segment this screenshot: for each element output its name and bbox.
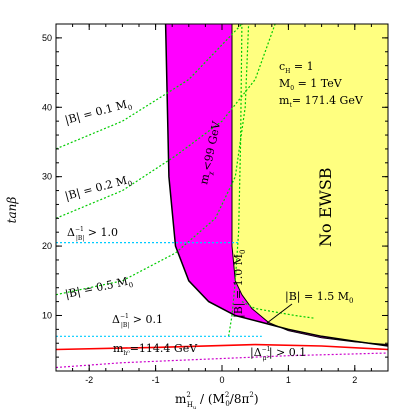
y-axis-label: tanβ: [5, 197, 19, 224]
x-tick-label: -1: [152, 375, 160, 385]
label-no-ewsb: No EWSB: [316, 167, 335, 247]
curve-8: [56, 352, 388, 369]
label-delta-c: |Δ−1 μ²| > 0.1: [250, 346, 306, 362]
curve-2: [56, 24, 250, 296]
label-mh: mh⁰=114.4 GeV: [113, 342, 198, 357]
curve-4: [241, 301, 316, 319]
x-tick-label: 2: [352, 375, 357, 385]
curve-0: [56, 24, 243, 150]
b15-arrow: [266, 303, 293, 324]
no-ewsb-region: [232, 24, 388, 345]
y-tick-label: 30: [42, 172, 52, 182]
label-m0: M0 = 1 TeV: [279, 77, 343, 92]
label-delta-b: Δ−1 |B| > 0.1: [112, 313, 163, 329]
curve-3: [228, 24, 243, 337]
curve-7: [56, 343, 388, 351]
y-tick-label: 10: [42, 310, 52, 320]
x-tick-label: 0: [219, 375, 224, 385]
x-axis-label: m2 Hu / (M2 0/8π2): [175, 391, 259, 409]
y-tick-label: 50: [42, 33, 52, 43]
label-mt: mt= 171.4 GeV: [279, 94, 364, 109]
label-b15: |B| = 1.5 M0: [285, 290, 353, 305]
x-tick-label: -2: [85, 375, 93, 385]
ticks-layer: -2 -1 0 1 2 10 20 30 40 50: [42, 23, 389, 385]
label-chu: cH = 1: [279, 60, 314, 75]
no-ewsb-boundary-line: [231, 24, 388, 346]
curve-1: [56, 24, 276, 219]
curves-layer: [56, 24, 388, 369]
y-tick-label: 40: [42, 102, 52, 112]
regions-layer: [164, 24, 388, 347]
mchi-boundary-line: [164, 24, 388, 347]
label-b10: |B| = 1.0 M0: [232, 250, 247, 318]
y-tick-label: 20: [42, 241, 52, 251]
label-delta-a: Δ−1 |B| > 1.0: [67, 226, 118, 242]
mchi-excluded-region: [165, 24, 388, 346]
x-tick-label: 1: [286, 375, 291, 385]
